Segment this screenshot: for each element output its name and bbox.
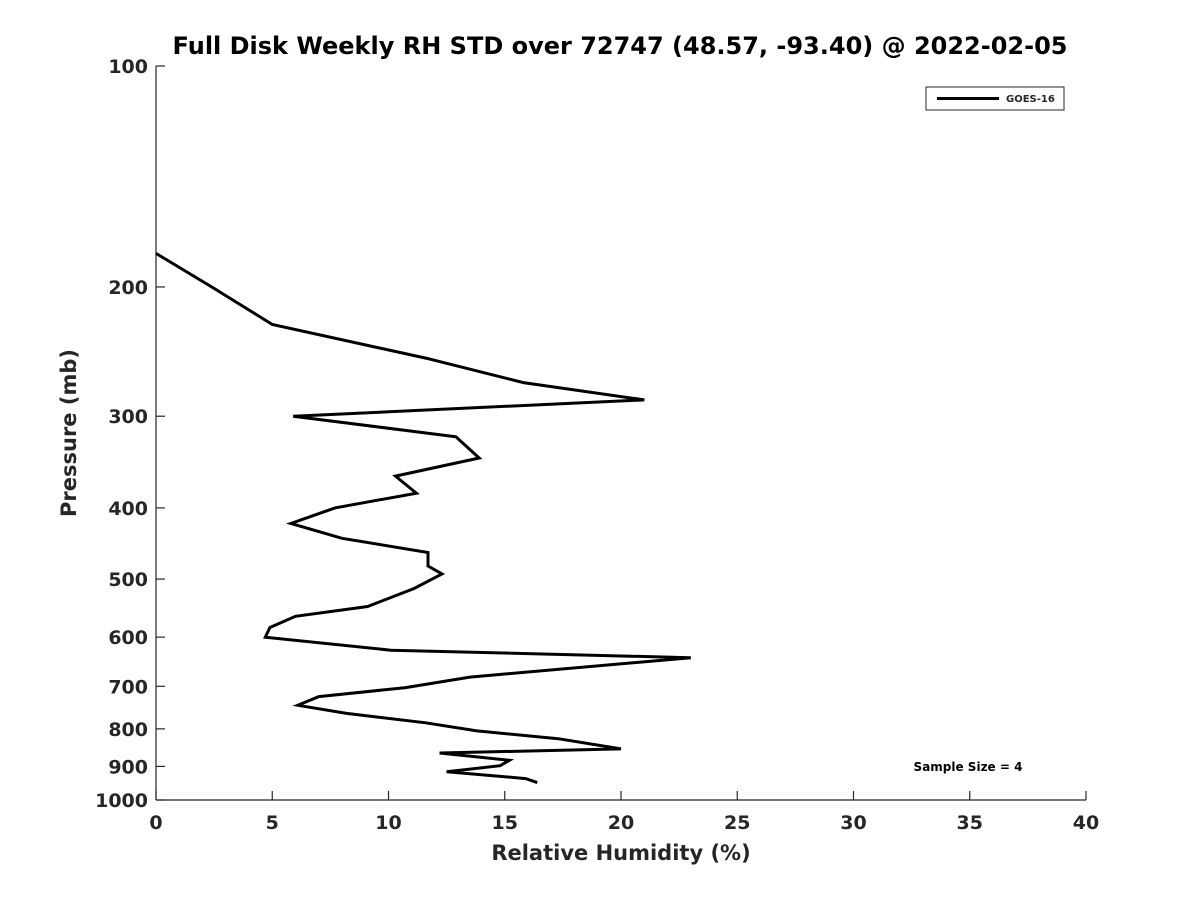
y-tick-label: 300 xyxy=(108,406,148,428)
x-tick-label: 20 xyxy=(608,812,634,834)
y-tick-label: 1000 xyxy=(95,790,148,812)
y-tick-label: 900 xyxy=(108,756,148,778)
y-tick-label: 200 xyxy=(108,277,148,299)
x-ticks: 0 5 10 15 20 25 30 35 40 xyxy=(149,791,1099,834)
series-group xyxy=(155,252,691,785)
x-tick-label: 30 xyxy=(840,812,866,834)
x-tick-label: 35 xyxy=(957,812,983,834)
y-ticks: 100 200 300 400 500 600 700 800 900 1000 xyxy=(95,56,165,812)
y-tick-label: 700 xyxy=(108,676,148,698)
legend: GOES-16 xyxy=(925,86,1065,111)
y-tick-label: 400 xyxy=(108,498,148,520)
x-tick-label: 25 xyxy=(724,812,750,834)
legend-label-goes-16: GOES-16 xyxy=(1006,94,1055,105)
y-tick-label: 800 xyxy=(108,719,148,741)
series-line-goes-16 xyxy=(155,252,691,785)
x-tick-label: 15 xyxy=(492,812,518,834)
sample-size-annotation: Sample Size = 4 xyxy=(914,760,1023,774)
chart-title: Full Disk Weekly RH STD over 72747 (48.5… xyxy=(173,32,1068,60)
y-tick-label: 100 xyxy=(108,56,148,78)
x-axis-label: Relative Humidity (%) xyxy=(491,841,750,865)
x-tick-label: 10 xyxy=(375,812,401,834)
axes xyxy=(155,66,1086,801)
y-tick-label: 600 xyxy=(108,627,148,649)
x-tick-label: 5 xyxy=(266,812,279,834)
x-tick-label: 40 xyxy=(1073,812,1099,834)
x-tick-label: 0 xyxy=(149,812,162,834)
y-axis-label: Pressure (mb) xyxy=(57,349,81,517)
y-tick-label: 500 xyxy=(108,569,148,591)
